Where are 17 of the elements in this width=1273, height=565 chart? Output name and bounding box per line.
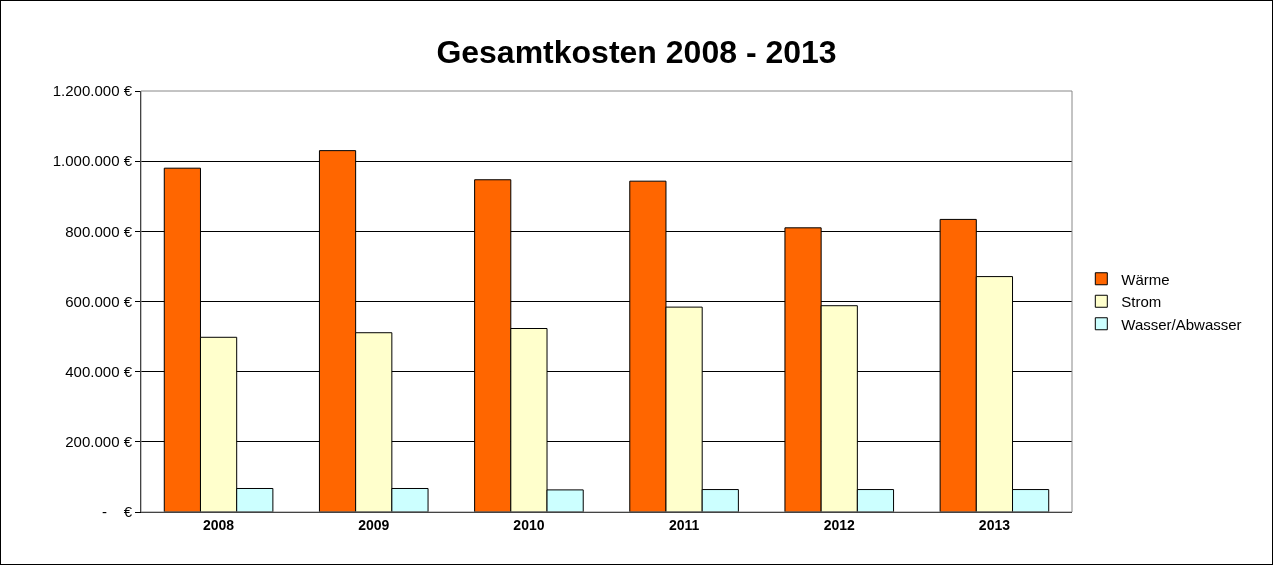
x-tick-label: 2010 [513,516,545,533]
y-tick-label: 1.000.000 € [52,152,133,170]
y-tick-label: 800.000 € [65,222,133,240]
chart-title: Gesamtkosten 2008 - 2013 [436,33,837,70]
legend-label: Wasser/Abwasser [1121,315,1242,333]
legend-label: Strom [1121,293,1162,311]
y-tick-label: 1.200.000 € [52,82,133,100]
y-tick-label: 400.000 € [65,362,133,380]
y-tick-label: 200.000 € [65,433,133,451]
x-tick-label: 2011 [668,516,700,533]
y-tick-label: - € [101,503,133,521]
y-tick-label: 600.000 € [65,292,133,310]
x-tick-label: 2008 [203,516,235,533]
x-tick-label: 2012 [823,516,856,533]
x-tick-label: 2009 [358,516,390,533]
legend-label: Wärme [1121,270,1170,288]
x-tick-label: 2013 [978,516,1011,533]
